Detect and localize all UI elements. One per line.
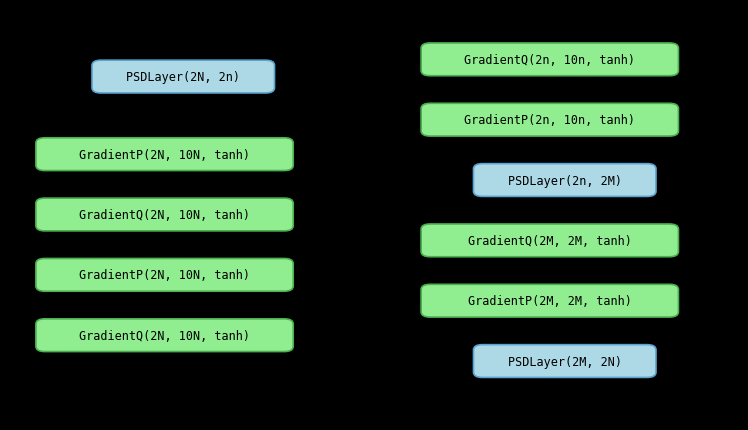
Text: PSDLayer(2N, 2n): PSDLayer(2N, 2n) [126, 71, 240, 84]
FancyBboxPatch shape [421, 285, 678, 317]
Text: PSDLayer(2n, 2M): PSDLayer(2n, 2M) [508, 174, 622, 187]
FancyBboxPatch shape [36, 259, 293, 292]
FancyBboxPatch shape [92, 61, 275, 94]
Text: PSDLayer(2M, 2N): PSDLayer(2M, 2N) [508, 355, 622, 368]
Text: GradientP(2N, 10N, tanh): GradientP(2N, 10N, tanh) [79, 269, 250, 282]
Text: GradientP(2n, 10n, tanh): GradientP(2n, 10n, tanh) [465, 114, 635, 127]
FancyBboxPatch shape [36, 138, 293, 171]
FancyBboxPatch shape [421, 104, 678, 137]
Text: GradientQ(2N, 10N, tanh): GradientQ(2N, 10N, tanh) [79, 329, 250, 342]
FancyBboxPatch shape [421, 224, 678, 257]
Text: GradientQ(2N, 10N, tanh): GradientQ(2N, 10N, tanh) [79, 209, 250, 221]
FancyBboxPatch shape [473, 345, 656, 378]
Text: GradientP(2M, 2M, tanh): GradientP(2M, 2M, tanh) [468, 295, 632, 307]
FancyBboxPatch shape [36, 199, 293, 231]
FancyBboxPatch shape [473, 164, 656, 197]
FancyBboxPatch shape [36, 319, 293, 352]
Text: GradientP(2N, 10N, tanh): GradientP(2N, 10N, tanh) [79, 148, 250, 161]
Text: GradientQ(2n, 10n, tanh): GradientQ(2n, 10n, tanh) [465, 54, 635, 67]
Text: GradientQ(2M, 2M, tanh): GradientQ(2M, 2M, tanh) [468, 234, 632, 247]
FancyBboxPatch shape [421, 44, 678, 77]
